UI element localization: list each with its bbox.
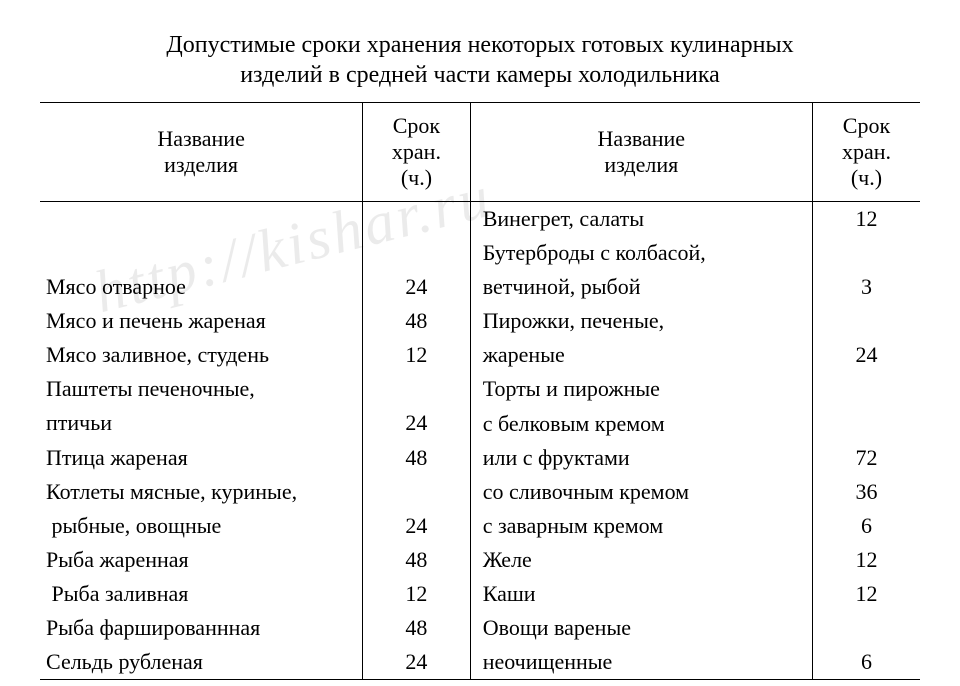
right-item-name: с белковым кремом: [483, 407, 806, 441]
left-item-name: Рыба заливная: [46, 577, 356, 611]
left-item-name: Рыба жаренная: [46, 543, 356, 577]
header-time-left: Срокхран.(ч.): [363, 103, 471, 202]
right-name-cell: Винегрет, салатыБутерброды с колбасой,ве…: [470, 202, 812, 680]
left-item-time: 48: [369, 611, 464, 645]
left-item-name: Мясо и печень жареная: [46, 304, 356, 338]
right-item-name: с заварным кремом: [483, 509, 806, 543]
right-item-time: 36: [819, 475, 914, 509]
header-name-left: Названиеизделия: [40, 103, 363, 202]
right-item-time: [819, 611, 914, 645]
right-item-name: Каши: [483, 577, 806, 611]
title-line-2: изделий в средней части камеры холодильн…: [240, 62, 720, 88]
left-item-time: 48: [369, 441, 464, 475]
left-item-time: [369, 372, 464, 406]
left-item-name: Мясо отварное: [46, 270, 356, 304]
left-item-time: 24: [369, 406, 464, 440]
left-item-time: 24: [369, 509, 464, 543]
right-item-time: 3: [819, 270, 914, 304]
left-name-cell: Мясо отварноеМясо и печень жаренаяМясо з…: [40, 202, 363, 680]
page-title: Допустимые сроки хранения некоторых гото…: [40, 30, 920, 90]
right-item-time: 6: [819, 509, 914, 543]
left-item-name: Сельдь рубленая: [46, 645, 356, 679]
left-item-time: 12: [369, 338, 464, 372]
right-item-time: 6: [819, 645, 914, 679]
header-time-right: Срокхран.(ч.): [812, 103, 920, 202]
left-item-name: [46, 236, 356, 270]
table-header-row: Названиеизделия Срокхран.(ч.) Названиеиз…: [40, 103, 920, 202]
right-item-name: Торты и пирожные: [483, 372, 806, 406]
right-item-name: или с фруктами: [483, 441, 806, 475]
right-item-name: неочищенные: [483, 645, 806, 679]
right-item-time: 72: [819, 441, 914, 475]
right-item-time: [819, 304, 914, 338]
title-line-1: Допустимые сроки хранения некоторых гото…: [166, 32, 793, 58]
left-item-name: рыбные, овощные: [46, 509, 356, 543]
right-item-name: Овощи вареные: [483, 611, 806, 645]
right-item-name: Винегрет, салаты: [483, 202, 806, 236]
left-item-name: Рыба фаршированнная: [46, 611, 356, 645]
left-item-name: Птица жареная: [46, 441, 356, 475]
right-item-name: ветчиной, рыбой: [483, 270, 806, 304]
left-time-cell: 244812 2448 2448124824: [363, 202, 471, 680]
right-time-cell: 12 3 24 723661212 6: [812, 202, 920, 680]
right-item-time: [819, 372, 914, 406]
left-item-time: 48: [369, 543, 464, 577]
left-item-time: [369, 475, 464, 509]
left-item-name: Паштеты печеночные,: [46, 372, 356, 406]
left-item-time: [369, 236, 464, 270]
right-item-time: [819, 236, 914, 270]
right-item-time: 24: [819, 338, 914, 372]
left-item-time: 24: [369, 270, 464, 304]
right-item-name: Бутерброды с колбасой,: [483, 236, 806, 270]
right-item-time: 12: [819, 543, 914, 577]
right-item-name: Пирожки, печеные,: [483, 304, 806, 338]
left-item-name: птичьи: [46, 406, 356, 440]
right-item-time: [819, 407, 914, 441]
header-name-right: Названиеизделия: [470, 103, 812, 202]
right-item-name: со сливочным кремом: [483, 475, 806, 509]
right-item-name: Желе: [483, 543, 806, 577]
right-item-time: 12: [819, 577, 914, 611]
left-item-name: Мясо заливное, студень: [46, 338, 356, 372]
left-item-name: Котлеты мясные, куриные,: [46, 475, 356, 509]
left-item-time: 12: [369, 577, 464, 611]
right-item-name: жареные: [483, 338, 806, 372]
storage-table: Названиеизделия Срокхран.(ч.) Названиеиз…: [40, 102, 920, 680]
left-item-time: 24: [369, 645, 464, 679]
left-item-time: 48: [369, 304, 464, 338]
table-body-row: Мясо отварноеМясо и печень жаренаяМясо з…: [40, 202, 920, 680]
right-item-time: 12: [819, 202, 914, 236]
